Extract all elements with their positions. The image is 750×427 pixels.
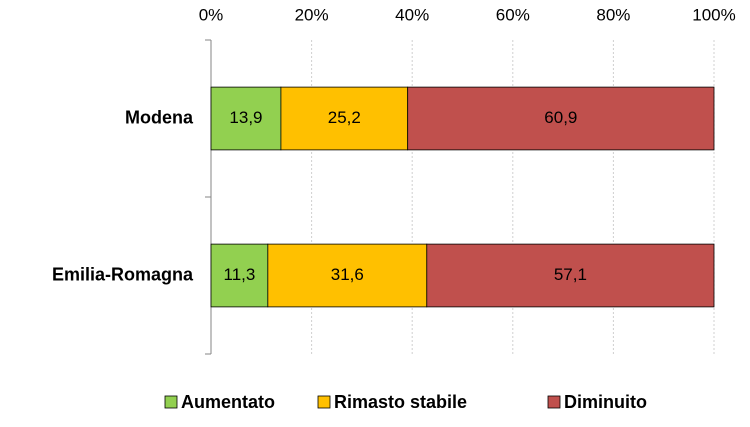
value-label: 11,3 <box>224 265 256 284</box>
legend-label: Aumentato <box>181 392 275 412</box>
value-label: 25,2 <box>328 108 361 127</box>
bar-segment <box>267 243 428 308</box>
x-tick-label: 0% <box>199 5 224 24</box>
x-tick-label: 80% <box>596 5 630 24</box>
category-label: Emilia-Romagna <box>52 264 194 284</box>
bar-segment <box>407 86 715 151</box>
value-label: 60,9 <box>544 108 577 127</box>
legend-label: Diminuito <box>564 392 647 412</box>
bar-segment <box>426 243 715 308</box>
x-tick-label: 20% <box>295 5 329 24</box>
legend-label: Rimasto stabile <box>334 392 467 412</box>
x-tick-label: 100% <box>692 5 735 24</box>
bar-segment <box>210 243 269 308</box>
legend-swatch <box>547 395 561 409</box>
category-label: Modena <box>125 107 194 127</box>
legend-swatch <box>317 395 331 409</box>
bar-segment <box>280 86 409 151</box>
value-label: 31,6 <box>331 265 364 284</box>
value-label: 13,9 <box>229 108 262 127</box>
legend-swatch <box>164 395 178 409</box>
x-tick-label: 60% <box>496 5 530 24</box>
value-label: 57,1 <box>554 265 587 284</box>
x-tick-label: 40% <box>395 5 429 24</box>
